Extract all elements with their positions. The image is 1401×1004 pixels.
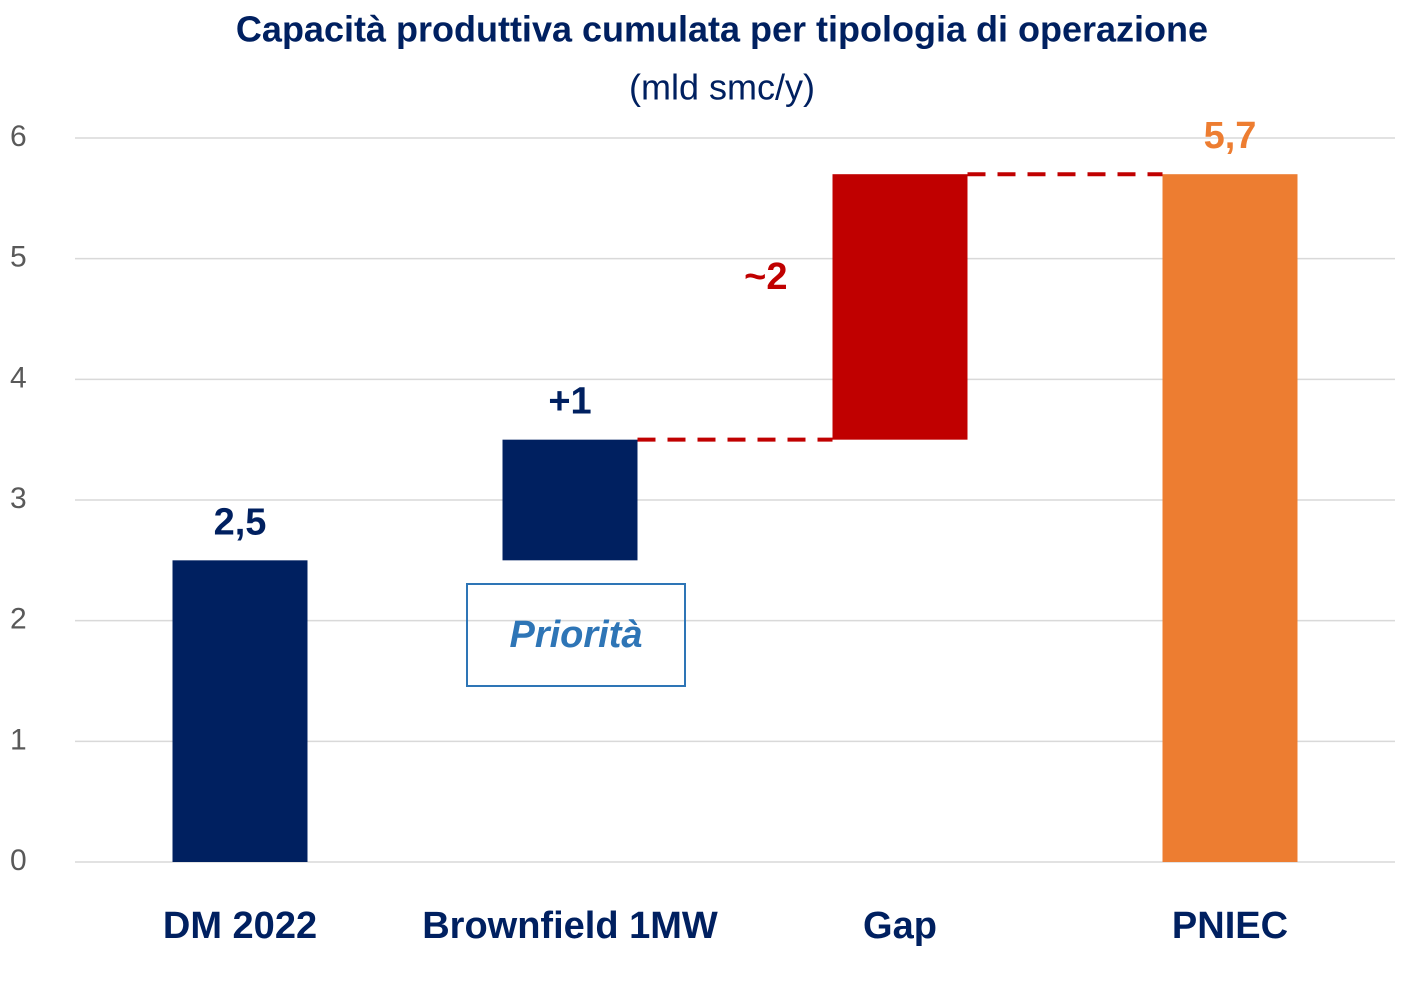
- y-tick-label: 4: [10, 361, 27, 394]
- bar: [172, 560, 308, 862]
- x-tick-label: Brownfield 1MW: [422, 905, 718, 947]
- value-label: 2,5: [214, 501, 267, 543]
- y-tick-label: 1: [10, 723, 27, 756]
- x-tick-label: PNIEC: [1171, 905, 1289, 947]
- y-tick-label: 6: [10, 120, 27, 153]
- chart-subtitle: (mld smc/y): [629, 67, 815, 108]
- bar: [502, 439, 638, 561]
- bar: [1162, 174, 1298, 862]
- annotation: Priorità: [466, 583, 686, 687]
- y-tick-label: 5: [10, 241, 27, 274]
- value-label: 5,7: [1204, 115, 1257, 157]
- y-tick-label: 3: [10, 482, 27, 515]
- bar: [832, 174, 968, 440]
- x-tick-label: Gap: [863, 905, 937, 947]
- value-label: ~2: [744, 256, 787, 298]
- x-tick-label: DM 2022: [162, 905, 318, 947]
- chart-title: Capacità produttiva cumulata per tipolog…: [236, 9, 1208, 50]
- y-tick-label: 2: [10, 603, 27, 636]
- y-tick-label: 0: [10, 844, 27, 877]
- value-label: +1: [548, 381, 591, 423]
